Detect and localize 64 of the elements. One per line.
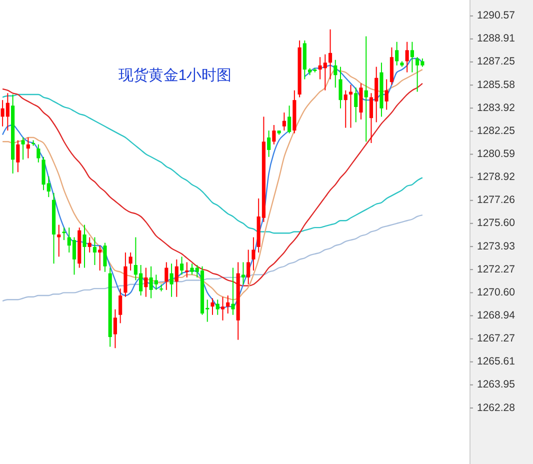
candlestick bbox=[246, 249, 250, 285]
y-tick-label: 1267.27 bbox=[477, 332, 516, 345]
y-tick-label: 1277.26 bbox=[477, 194, 516, 206]
y-tick-label: 1273.93 bbox=[477, 240, 516, 252]
candlestick bbox=[395, 41, 399, 66]
candlestick bbox=[144, 267, 148, 298]
line-series bbox=[2, 214, 424, 302]
candlestick bbox=[241, 262, 246, 285]
candlestick bbox=[410, 41, 414, 73]
candlestick bbox=[226, 294, 230, 314]
y-tick-label: 1283.92 bbox=[477, 102, 516, 114]
candlestick bbox=[354, 87, 358, 123]
candlestick bbox=[405, 41, 409, 73]
candlestick bbox=[338, 66, 342, 109]
candlestick bbox=[185, 262, 189, 278]
y-tick-label: 1268.94 bbox=[477, 309, 516, 322]
line-series bbox=[2, 94, 424, 234]
y-tick-label: 1275.60 bbox=[477, 217, 516, 230]
candlestick bbox=[92, 236, 97, 266]
candlestick bbox=[272, 124, 276, 145]
y-tick-label: 1288.91 bbox=[477, 32, 516, 45]
candlestick bbox=[21, 136, 25, 160]
y-tick-label: 1263.95 bbox=[477, 378, 516, 391]
y-tick-label: 1280.59 bbox=[477, 148, 516, 160]
candlestick bbox=[170, 263, 174, 298]
candlestick bbox=[103, 242, 107, 272]
candlestick bbox=[174, 258, 178, 298]
y-tick-label: 1278.92 bbox=[477, 171, 516, 184]
candlestick bbox=[118, 288, 122, 324]
candlestick bbox=[164, 262, 168, 290]
candlestick bbox=[288, 105, 292, 134]
candlestick bbox=[36, 144, 40, 163]
candlestick bbox=[57, 224, 61, 258]
candlestick bbox=[252, 236, 256, 272]
y-tick-label: 1265.61 bbox=[477, 356, 516, 368]
candlestick bbox=[384, 78, 388, 110]
candlestick bbox=[348, 84, 353, 128]
text: 现货黄金1小时图 bbox=[118, 67, 232, 84]
y-tick-label: 1282.25 bbox=[477, 125, 516, 138]
y-tick-label: 1270.60 bbox=[477, 286, 516, 298]
y-tick-label: 1262.28 bbox=[477, 402, 516, 414]
y-tick-label: 1290.57 bbox=[477, 10, 516, 22]
y-tick-label: 1272.27 bbox=[477, 263, 516, 276]
candlestick bbox=[231, 267, 235, 316]
candlestick bbox=[88, 236, 92, 254]
candlestick bbox=[128, 252, 132, 272]
candlestick bbox=[267, 130, 271, 158]
y-tick-label: 1287.25 bbox=[477, 56, 516, 68]
candlestick bbox=[344, 90, 348, 128]
candlestick bbox=[210, 298, 214, 316]
candlestick bbox=[62, 227, 66, 241]
candlestick bbox=[364, 36, 368, 142]
candlestick bbox=[328, 28, 332, 80]
candlestick bbox=[26, 136, 30, 159]
candlestick bbox=[113, 308, 118, 349]
y-tick-label: 1285.58 bbox=[477, 78, 516, 91]
candlestick bbox=[220, 296, 225, 321]
candlestick bbox=[282, 112, 286, 132]
candlestick bbox=[82, 224, 86, 268]
candlestick bbox=[16, 140, 20, 173]
candlestick bbox=[216, 299, 220, 316]
candlestick bbox=[334, 59, 338, 88]
candlestick bbox=[98, 245, 102, 272]
candlestick bbox=[180, 256, 184, 276]
